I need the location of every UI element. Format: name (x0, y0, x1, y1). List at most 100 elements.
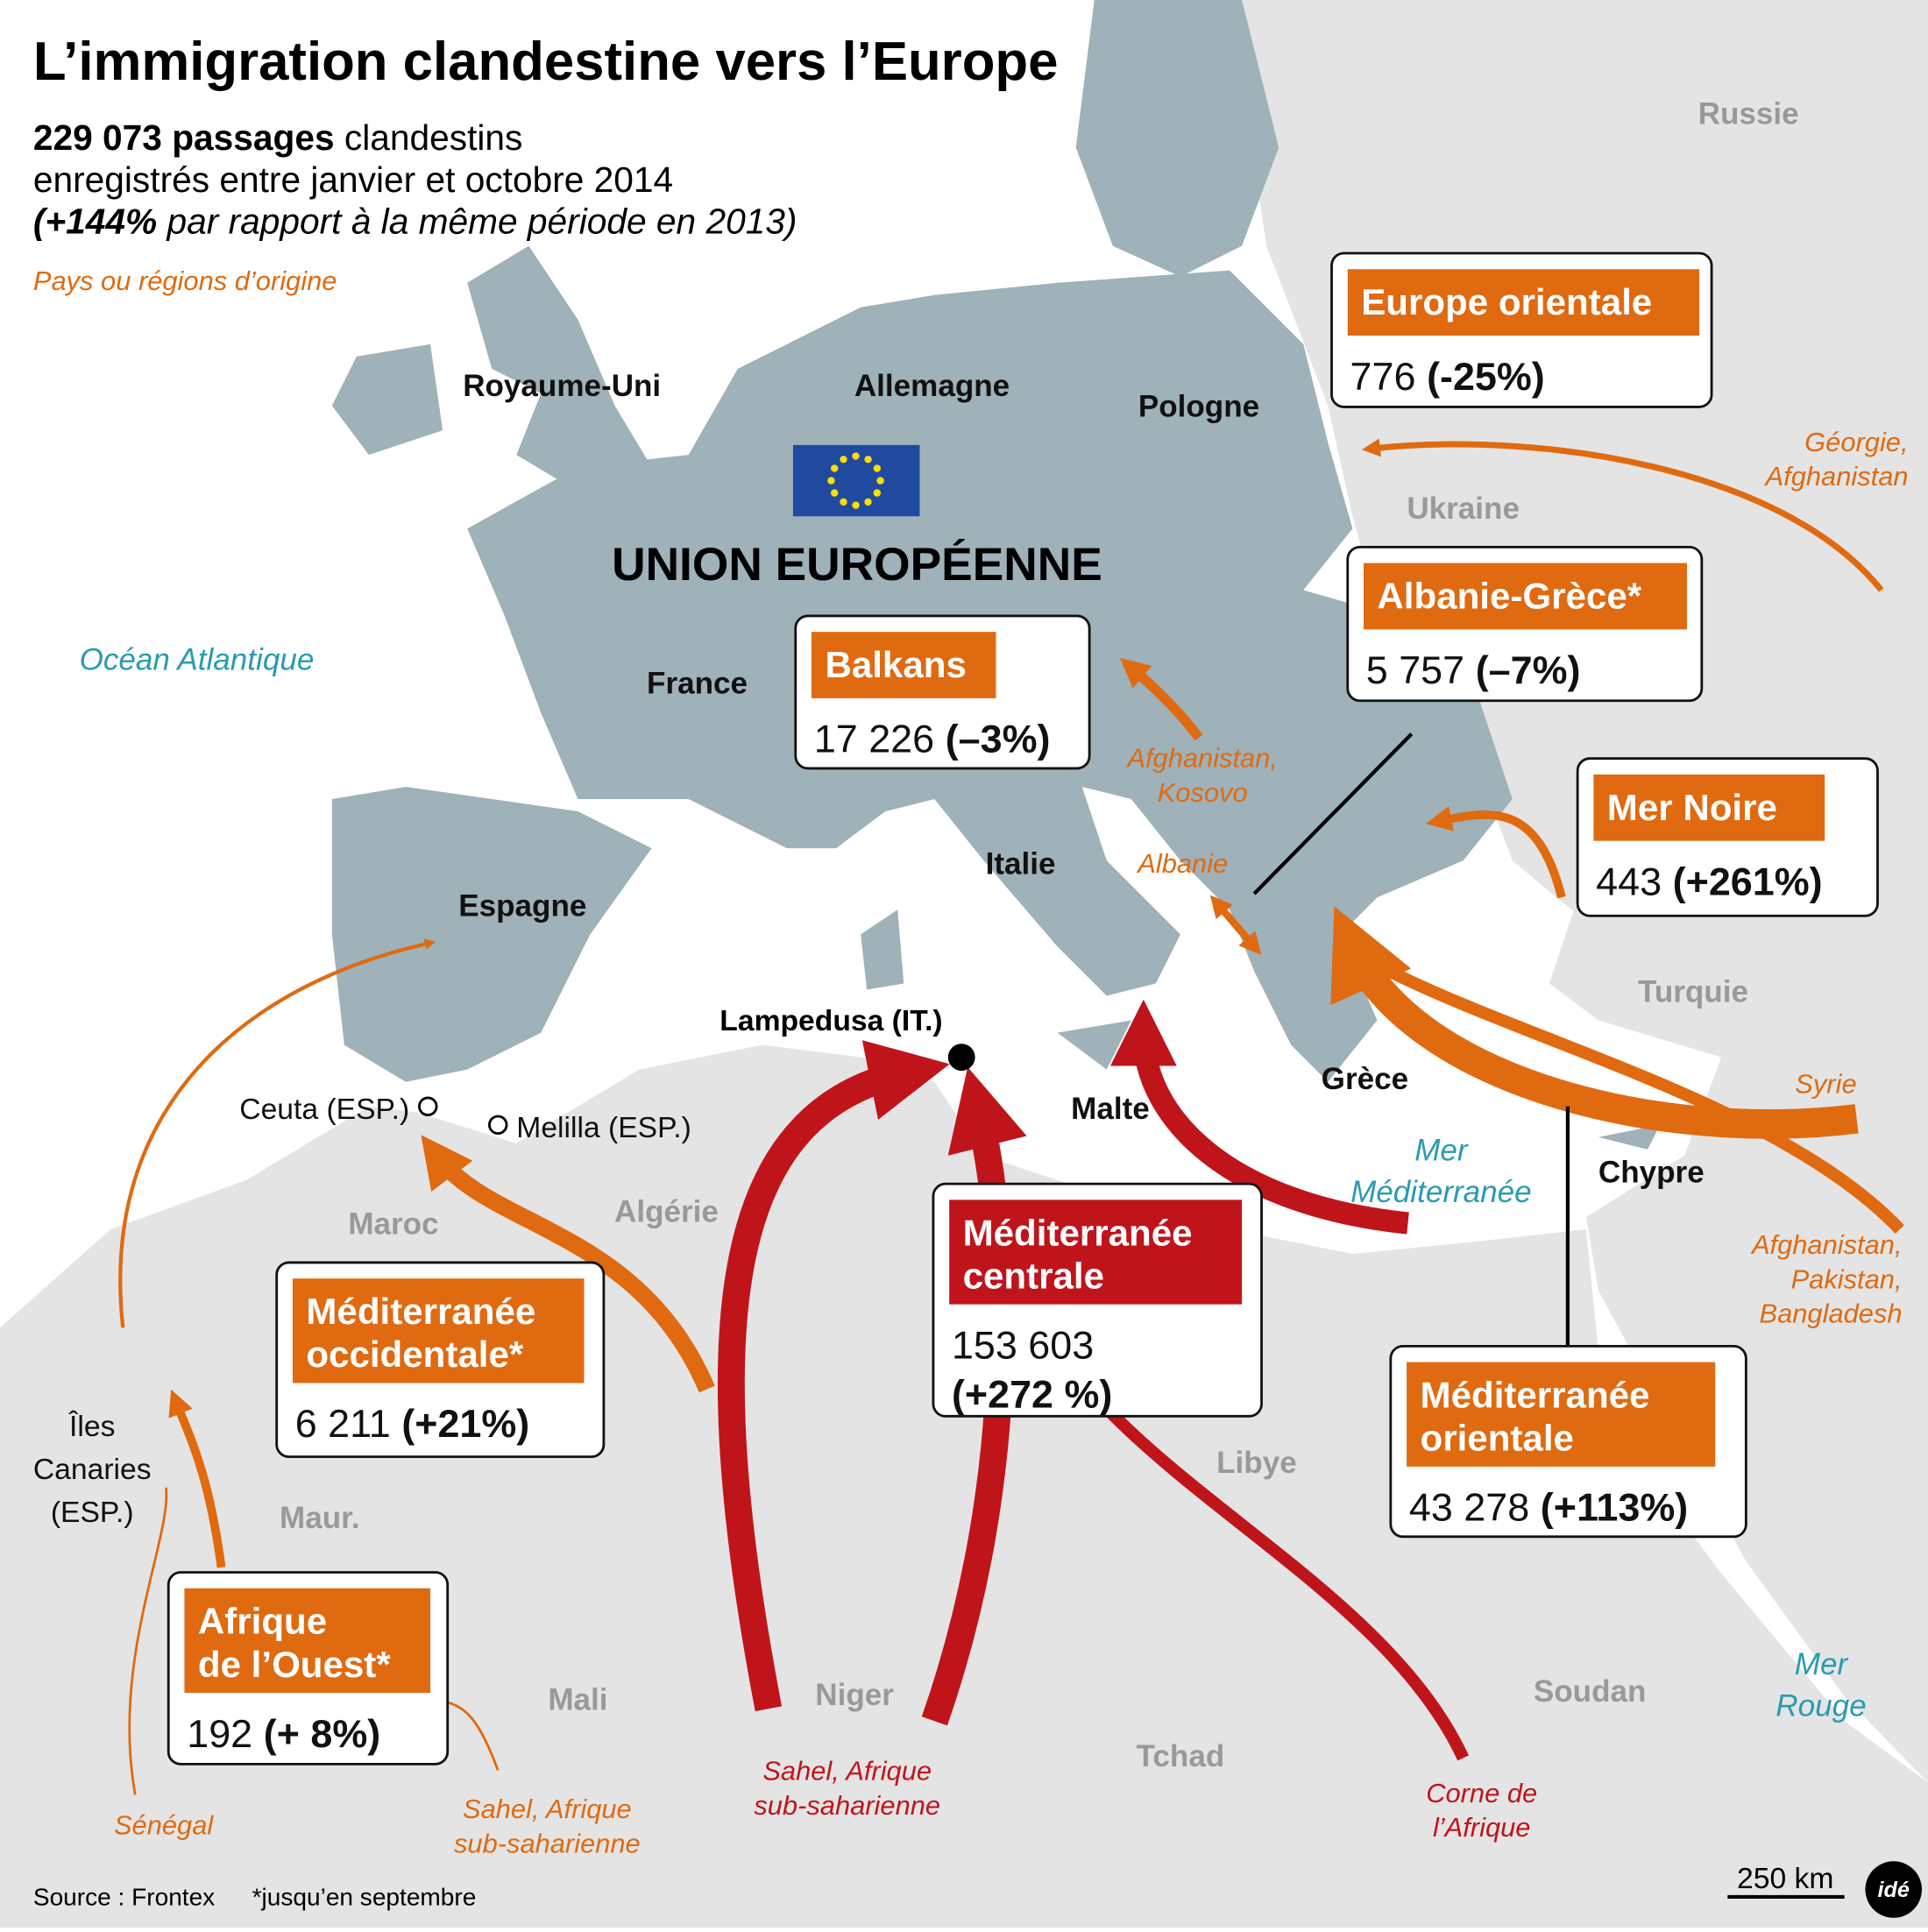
place-label-part: Melilla (ESP.) (516, 1112, 691, 1144)
origin-label-part: Corne de (1426, 1778, 1537, 1808)
logo-badge (1865, 1861, 1922, 1918)
country-label-part: Turquie (1638, 974, 1748, 1008)
flag-star (831, 489, 839, 497)
country-label-part: Pologne (1138, 390, 1259, 424)
flag-star (827, 477, 835, 485)
origin-label-part: sub-saharienne (754, 1790, 940, 1821)
origin-label: Albanie (1136, 848, 1228, 879)
arrow (1330, 906, 1859, 1139)
route-header (1363, 563, 1687, 630)
sea-label: Mer (1414, 1133, 1469, 1167)
footer-source-part: Source : Frontex (33, 1884, 215, 1911)
route-name: Europe orientale (1361, 281, 1652, 322)
origin-label-part: Sénégal (114, 1809, 214, 1840)
arrow (1119, 657, 1203, 741)
route-name-part: Afrique (198, 1601, 327, 1642)
sea-label: Mer (1795, 1647, 1849, 1681)
country-label: Algérie (614, 1195, 719, 1229)
origin-label-part: l’Afrique (1433, 1812, 1531, 1843)
sea-label-part: Mer (1795, 1647, 1849, 1681)
country-label: Chypre (1598, 1156, 1705, 1190)
country-label: Grèce (1322, 1062, 1408, 1096)
origin-label: Syrie (1795, 1068, 1856, 1099)
place-label: Îles (68, 1411, 115, 1443)
place-label: Melilla (ESP.) (516, 1112, 691, 1144)
origin-label-part: Syrie (1795, 1068, 1856, 1099)
non-eu-land (1549, 860, 1928, 1783)
eu-land (331, 786, 652, 1082)
route-count: 776 (-25%) (1350, 354, 1545, 399)
route-change: (-25%) (1427, 354, 1545, 399)
logo: idé (1877, 1878, 1909, 1902)
route-count-part: 443 (1596, 859, 1662, 903)
flag-star (840, 498, 847, 506)
footer-source: Source : Frontex (33, 1884, 215, 1911)
country-label-part: Ukraine (1407, 492, 1520, 526)
country-label-part: Niger (815, 1678, 894, 1712)
route-name-part: Balkans (825, 644, 966, 685)
country-label: Russie (1698, 97, 1799, 131)
route-count: 153 603 (952, 1322, 1094, 1367)
union-label-part: UNION EUROPÉENNE (612, 538, 1102, 591)
arrow (421, 1135, 715, 1393)
origin-label-part: Sahel, Afrique (762, 1756, 932, 1787)
route-name: Balkans (825, 644, 966, 685)
origin-label-part: Kosovo (1158, 777, 1248, 808)
legend-label-part: Pays ou régions d’origine (33, 265, 337, 296)
route-name: de l’Ouest* (198, 1644, 391, 1685)
sea-label-part: Méditerranée (1350, 1175, 1532, 1209)
country-label: Libye (1216, 1446, 1297, 1480)
flag-star (840, 456, 847, 464)
place-label-part: Lampedusa (IT.) (719, 1005, 942, 1037)
origin-label-part: Pakistan, (1791, 1263, 1903, 1294)
arrow (1386, 966, 1904, 1234)
title-part: L’immigration clandestine vers l’Europe (33, 32, 1059, 92)
lampedusa-dot (947, 1044, 975, 1072)
sea-label-part: Mer (1414, 1133, 1469, 1167)
origin-label: Afghanistan, (1750, 1229, 1903, 1260)
origin-label: Corne de (1426, 1778, 1537, 1808)
subtitle-part: 229 073 passages (33, 117, 335, 158)
arrow (168, 1389, 226, 1568)
subtitle: enregistrés entre janvier et octobre 201… (33, 159, 673, 200)
sea-label-part: Océan Atlantique (80, 643, 315, 677)
origin-label-part: sub-saharienne (454, 1828, 641, 1858)
route-name-part: Méditerranée (306, 1291, 535, 1332)
eu-land (1075, 0, 1279, 277)
scale-label: 250 km (1737, 1863, 1833, 1895)
country-label: Ukraine (1407, 492, 1520, 526)
route-count: 443 (+261%) (1596, 859, 1822, 903)
origin-label-part: Albanie (1136, 848, 1228, 879)
route-count: 43 278 (+113%) (1409, 1485, 1688, 1530)
country-label-part: France (647, 666, 748, 700)
route-count: 6 211 (+21%) (295, 1401, 530, 1446)
country-label: Pologne (1138, 390, 1259, 424)
footer-note-part: *jusqu’en septembre (252, 1884, 477, 1911)
place-label: (ESP.) (51, 1497, 134, 1529)
arrow (1361, 438, 1884, 592)
origin-label: Sahel, Afrique (463, 1794, 632, 1824)
eu-land (467, 245, 652, 492)
country-label: Tchad (1137, 1739, 1225, 1773)
sea-label: Rouge (1776, 1689, 1866, 1723)
route-count-part: 153 603 (952, 1322, 1094, 1367)
place-label-part: Ceuta (ESP.) (239, 1093, 409, 1126)
route-name-part: occidentale* (306, 1334, 524, 1375)
route-name-part: Albanie-Grèce* (1377, 576, 1641, 617)
country-label: Italie (986, 847, 1056, 881)
country-label-part: Allemagne (854, 369, 1010, 403)
country-label-part: Maroc (348, 1207, 438, 1242)
country-label-part: Russie (1698, 97, 1799, 131)
country-label-part: Malte (1071, 1092, 1150, 1126)
country-label-part: Algérie (614, 1195, 719, 1229)
title: L’immigration clandestine vers l’Europe (33, 32, 1059, 92)
route-count-part: 5 757 (1366, 648, 1464, 692)
arrow (128, 1487, 168, 1795)
country-label-part: Chypre (1598, 1156, 1705, 1190)
country-label: Espagne (458, 888, 586, 923)
route-header (1347, 269, 1700, 336)
country-label: Royaume-Uni (463, 369, 661, 403)
route-name-part: de l’Ouest* (198, 1644, 391, 1685)
route-header (1407, 1362, 1716, 1467)
eu-flag (792, 444, 920, 517)
